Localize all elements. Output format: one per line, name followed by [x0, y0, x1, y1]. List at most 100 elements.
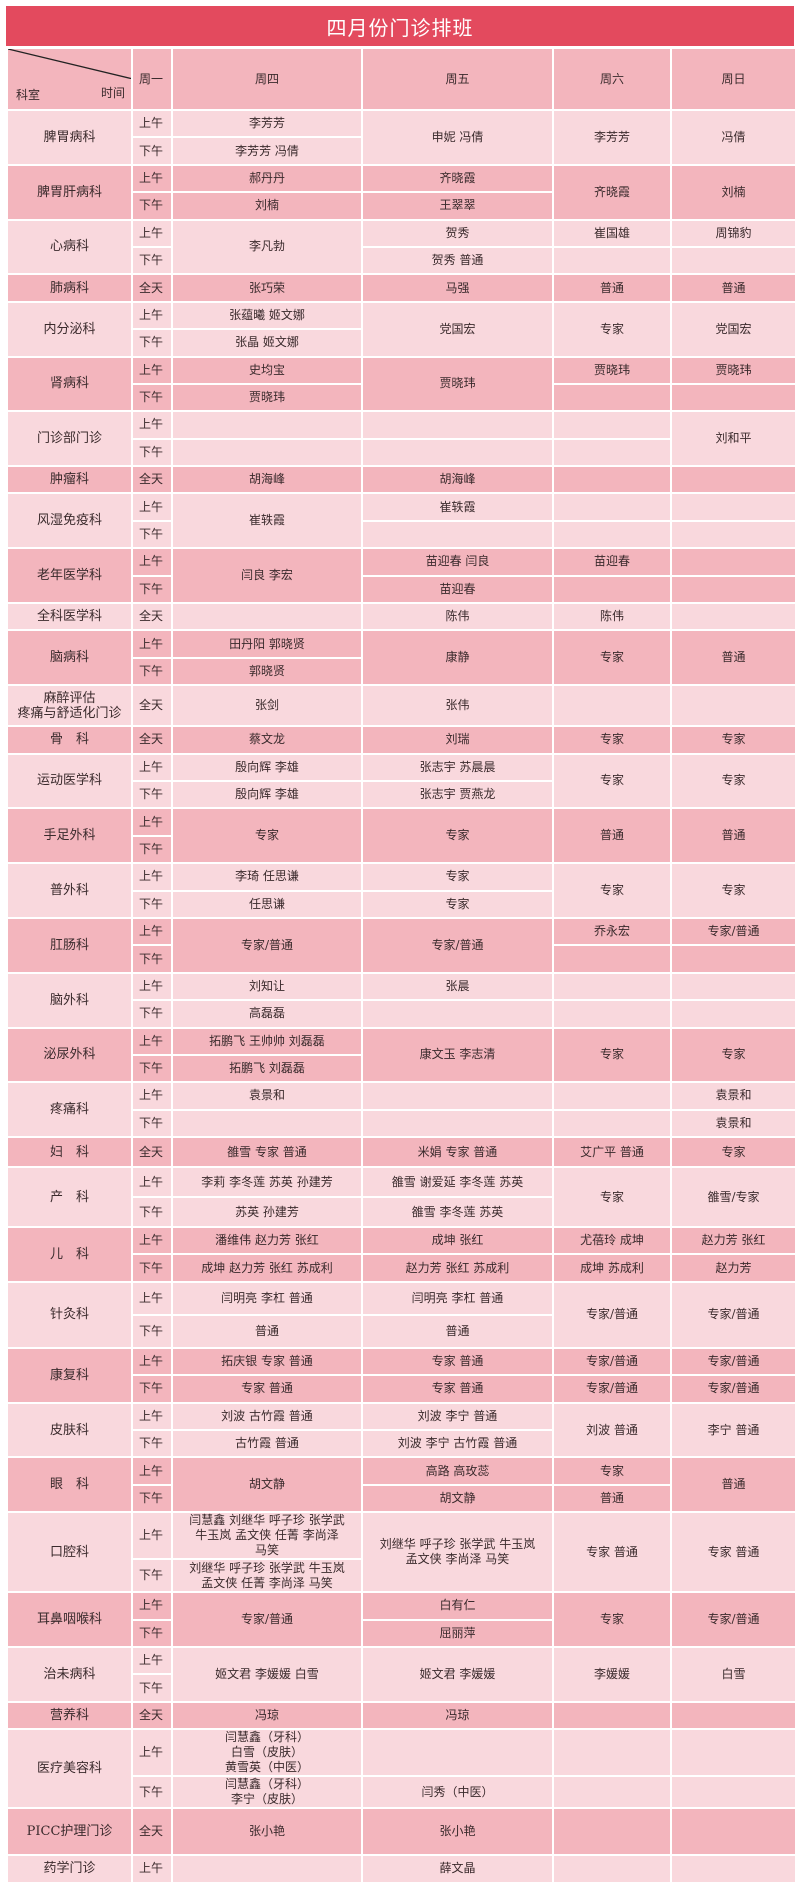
- doctor-cell-fri: 屈丽萍: [361, 1618, 554, 1648]
- doctor-cell-sun: [670, 382, 797, 413]
- doctor-cell-sun: 赵力芳 张红: [670, 1226, 797, 1256]
- doctor-cell-thu: 刘波 古竹霞 普通: [171, 1401, 363, 1432]
- period-label: 上午: [131, 1591, 173, 1621]
- schedule-row: 肛肠科 上午 专家/普通 专家/普通 乔永宏 专家/普通: [6, 916, 797, 974]
- schedule-table: 科室 时间 周一 周四 周五 周六 周日 脾胃病科 上午 李芳芳 申妮 冯倩 李芳芳 冯倩…: [6, 47, 797, 1884]
- schedule-row: 脾胃病科 上午 李芳芳 申妮 冯倩 李芳芳 冯倩: [6, 108, 797, 166]
- period-label: 下午: [131, 1429, 173, 1459]
- doctor-cell-sat: 专家: [552, 725, 672, 755]
- doctor-cell-fri: 成坤 张红: [361, 1226, 554, 1256]
- doctor-cell-sat: [552, 999, 672, 1029]
- doctor-cell-fri: 专家 普通: [361, 1374, 554, 1404]
- doctor-cell-sun: 周锦豹: [670, 218, 797, 248]
- schedule-row: 疼痛科 上午 袁景和 袁景和: [6, 1081, 797, 1139]
- doctor-cell-sat: [552, 492, 672, 522]
- doctor-cell-thu: [171, 602, 363, 632]
- doctor-cell-sun: 李宁 普通: [670, 1401, 797, 1459]
- doctor-cell-sat: [552, 245, 672, 276]
- doctor-cell-thu: 专家 普通: [171, 1374, 363, 1404]
- doctor-cell-fri: 刘波 李宁 古竹霞 普通: [361, 1429, 554, 1459]
- doctor-cell-thu: 苏英 孙建芳: [171, 1196, 363, 1229]
- doctor-cell-thu: 张蕴曦 姬文娜: [171, 300, 363, 331]
- doctor-cell-sat: [552, 574, 672, 605]
- period-label: 全天: [131, 725, 173, 755]
- doctor-cell-thu: 李凡勃: [171, 218, 363, 276]
- department-name: 风湿免疫科: [6, 492, 133, 550]
- page-title: 四月份门诊排班: [6, 6, 794, 46]
- schedule-row: 康复科 上午 拓庆银 专家 普通 专家 普通 专家/普通 专家/普通: [6, 1346, 797, 1404]
- department-name: 产 科: [6, 1166, 133, 1229]
- period-label: 下午: [131, 779, 173, 810]
- schedule-row: 下午: [7, 1673, 796, 1703]
- schedule-row: 下午 郭晓贤: [7, 656, 796, 687]
- department-name: 医疗美容科: [6, 1728, 133, 1810]
- doctor-cell-sat: 陈伟: [552, 602, 672, 632]
- department-name: 门诊部门诊: [6, 410, 133, 468]
- schedule-row: 运动医学科 上午 殷向辉 李雄 张志宇 苏晨晨 专家 专家: [6, 752, 797, 810]
- period-label: 全天: [131, 273, 173, 303]
- period-label: 上午: [131, 1226, 173, 1256]
- schedule-row: 风湿免疫科 上午 崔轶霞 崔轶霞: [6, 492, 797, 550]
- period-label: 下午: [131, 382, 173, 413]
- doctor-cell-thu: 闫慧鑫（牙科） 白雪（皮肤） 黄雪英（中医）: [171, 1728, 363, 1778]
- schedule-row: 下午 专家 普通 专家 普通 专家/普通 专家/普通: [7, 1374, 797, 1404]
- doctor-cell-sun: 专家/普通: [670, 1591, 797, 1648]
- schedule-row: 下午 古竹霞 普通 刘波 李宁 古竹霞 普通: [7, 1429, 796, 1459]
- schedule-row: 下午 胡文静 普通: [7, 1483, 796, 1514]
- period-label: 上午: [131, 492, 173, 522]
- doctor-cell-sat: 贾晓玮: [552, 355, 672, 385]
- schedule-row: 下午 贾晓玮: [7, 382, 797, 413]
- doctor-cell-sun: 专家/普通: [670, 1280, 797, 1349]
- doctor-cell-fri: 申妮 冯倩: [361, 109, 554, 166]
- period-label: 上午: [131, 163, 173, 194]
- schedule-row: 妇 科全天 雒雪 专家 普通 米娟 专家 普通 艾广平 普通 专家: [6, 1136, 797, 1169]
- department-name: 耳鼻咽喉科: [6, 1591, 133, 1648]
- period-label: 下午: [131, 519, 173, 550]
- schedule-row: 眼 科上午 胡文静 高路 高玫蕊 专家 普通: [6, 1456, 797, 1514]
- department-name: PICC护理门诊: [6, 1807, 133, 1857]
- doctor-cell-thu: 雒雪 专家 普通: [171, 1136, 363, 1169]
- doctor-cell-sat: 普通: [552, 273, 672, 303]
- period-label: 全天: [131, 684, 173, 728]
- header-day-sun: 周日: [670, 47, 797, 111]
- doctor-cell-sat: [552, 1108, 672, 1139]
- period-label: 下午: [131, 136, 173, 166]
- schedule-row: 营养科 全天 冯琼 冯琼: [6, 1700, 797, 1731]
- schedule-row: 下午 张晶 姬文娜: [7, 328, 796, 358]
- doctor-cell-thu: 普通: [171, 1313, 363, 1349]
- schedule-row: 口腔科 上午 闫慧鑫 刘继华 呼子珍 张学武 牛玉岚 孟文侠 任菁 李尚泽 马笑 刘继…: [6, 1511, 797, 1594]
- doctor-cell-sat: [552, 1700, 672, 1731]
- doctor-cell-fri: 贺秀 普通: [361, 245, 554, 276]
- doctor-cell-sat: 专家/普通: [552, 1346, 672, 1377]
- department-name: 肛肠科: [6, 916, 133, 974]
- doctor-cell-thu: 张巧荣: [171, 273, 363, 303]
- department-name: 内分泌科: [6, 300, 133, 358]
- schedule-row: 脑外科 上午 刘知让 张晨: [6, 971, 797, 1029]
- doctor-cell-sun: 贾晓玮: [670, 355, 797, 385]
- doctor-cell-thu: 拓鹏飞 刘磊磊: [171, 1053, 363, 1084]
- schedule-row: PICC护理门诊 全天 张小艳 张小艳: [6, 1807, 797, 1857]
- doctor-cell-sat: 专家/普通: [552, 1374, 672, 1404]
- period-label: 上午: [131, 1401, 173, 1432]
- doctor-cell-thu: 蔡文龙: [171, 725, 363, 755]
- doctor-cell-thu: 成坤 赵力芳 张红 苏成利: [171, 1253, 363, 1283]
- period-label: 上午: [131, 547, 173, 577]
- doctor-cell-fri: [361, 1108, 554, 1139]
- doctor-cell-thu: 李莉 李冬莲 苏英 孙建芳: [171, 1166, 363, 1199]
- schedule-row: 下午 苏英 孙建芳 雒雪 李冬莲 苏英: [7, 1196, 796, 1229]
- doctor-cell-thu: [171, 1854, 363, 1884]
- schedule-row: 下午 贺秀 普通: [7, 245, 797, 276]
- header-day-mon: 周一: [131, 47, 173, 111]
- period-label: 下午: [131, 1673, 173, 1703]
- period-label: 下午: [131, 1313, 173, 1349]
- department-name: 骨 科: [6, 725, 133, 755]
- doctor-cell-sun: 刘和平: [670, 410, 797, 468]
- doctor-cell-fri: [361, 1081, 554, 1111]
- doctor-cell-sun: [670, 999, 797, 1029]
- department-name: 肾病科: [6, 355, 133, 413]
- schedule-row: 脾胃肝病科 上午 郝丹丹 齐晓霞 齐晓霞 刘楠: [6, 163, 797, 221]
- schedule-row: 下午 袁景和: [7, 1108, 797, 1139]
- period-label: 上午: [131, 1645, 173, 1676]
- department-name: 药学门诊: [6, 1854, 133, 1884]
- doctor-cell-fri: [361, 437, 554, 468]
